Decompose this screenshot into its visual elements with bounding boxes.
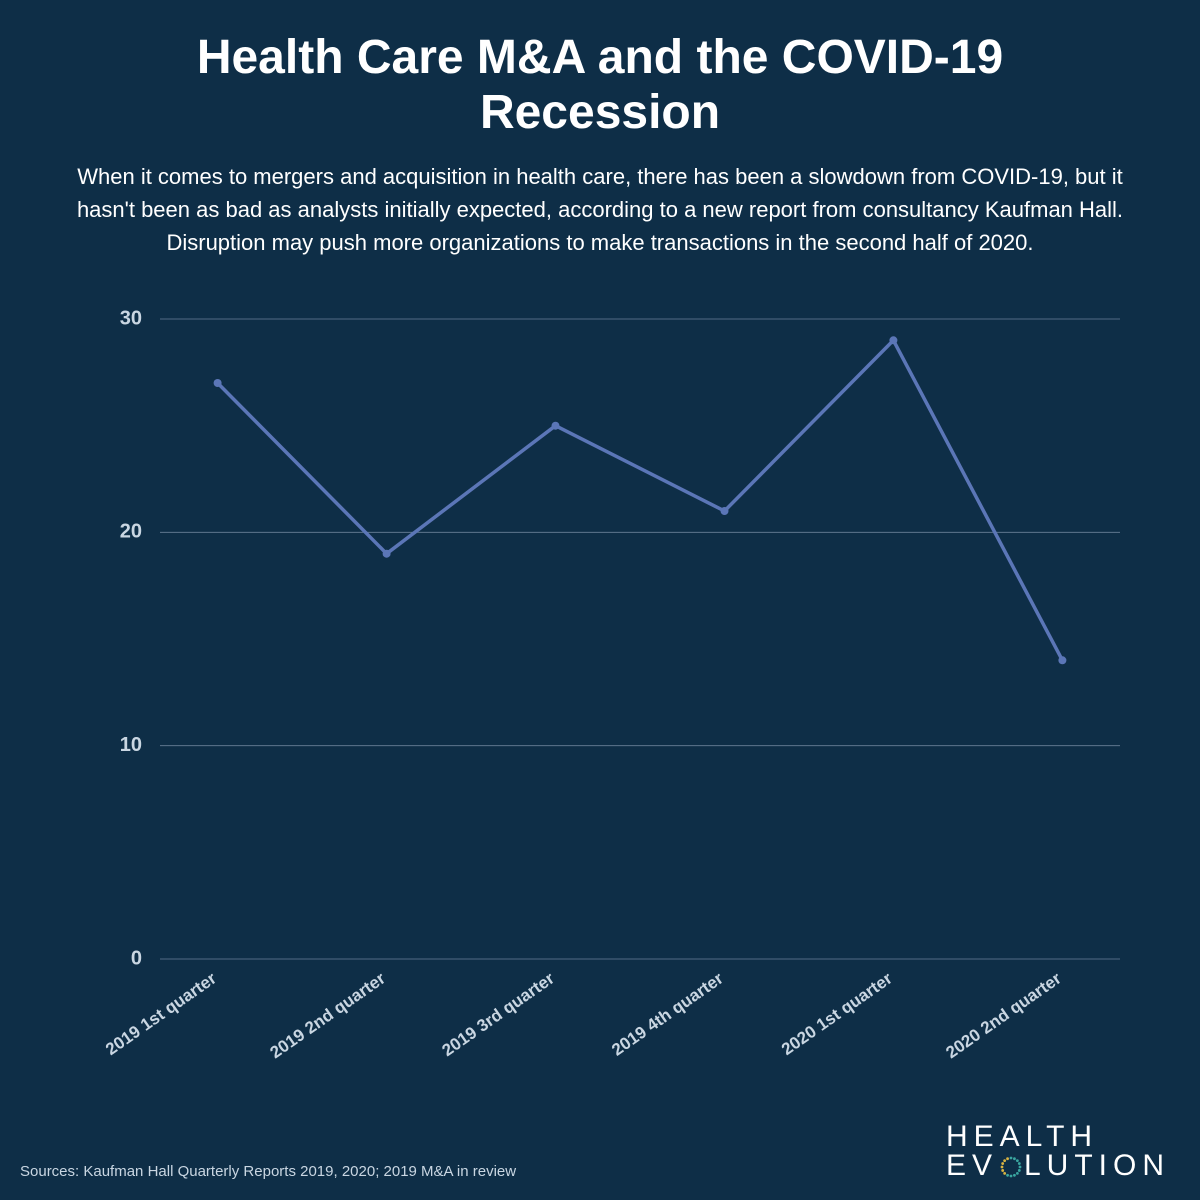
logo-line2: EVLUTION [946,1152,1170,1181]
svg-text:10: 10 [120,734,142,756]
svg-text:2020 1st quarter: 2020 1st quarter [778,969,896,1060]
chart-svg: 0 10 20 30 2019 1st quarter 2019 2nd quarter 2… [80,309,1120,1089]
page-subtitle: When it comes to mergers and acquisition… [0,160,1200,279]
logo-line1: HEALTH [946,1123,1170,1152]
line-chart: 0 10 20 30 2019 1st quarter 2019 2nd quarter 2… [80,309,1120,1089]
svg-text:2019 3rd quarter: 2019 3rd quarter [439,969,559,1061]
svg-text:2019 2nd quarter: 2019 2nd quarter [267,969,390,1063]
svg-text:20: 20 [120,521,142,543]
brand-logo: HEALTH EVLUTION [946,1123,1170,1180]
svg-text:30: 30 [120,309,142,329]
svg-text:2019 1st quarter: 2019 1st quarter [102,969,220,1060]
svg-text:0: 0 [131,948,142,970]
logo-accent-icon [1000,1155,1022,1177]
sources-text: Sources: Kaufman Hall Quarterly Reports … [20,1163,516,1180]
page-title: Health Care M&A and the COVID-19 Recessi… [0,0,1200,160]
svg-text:2020 2nd quarter: 2020 2nd quarter [942,969,1065,1063]
svg-text:2019 4th quarter: 2019 4th quarter [608,969,727,1060]
